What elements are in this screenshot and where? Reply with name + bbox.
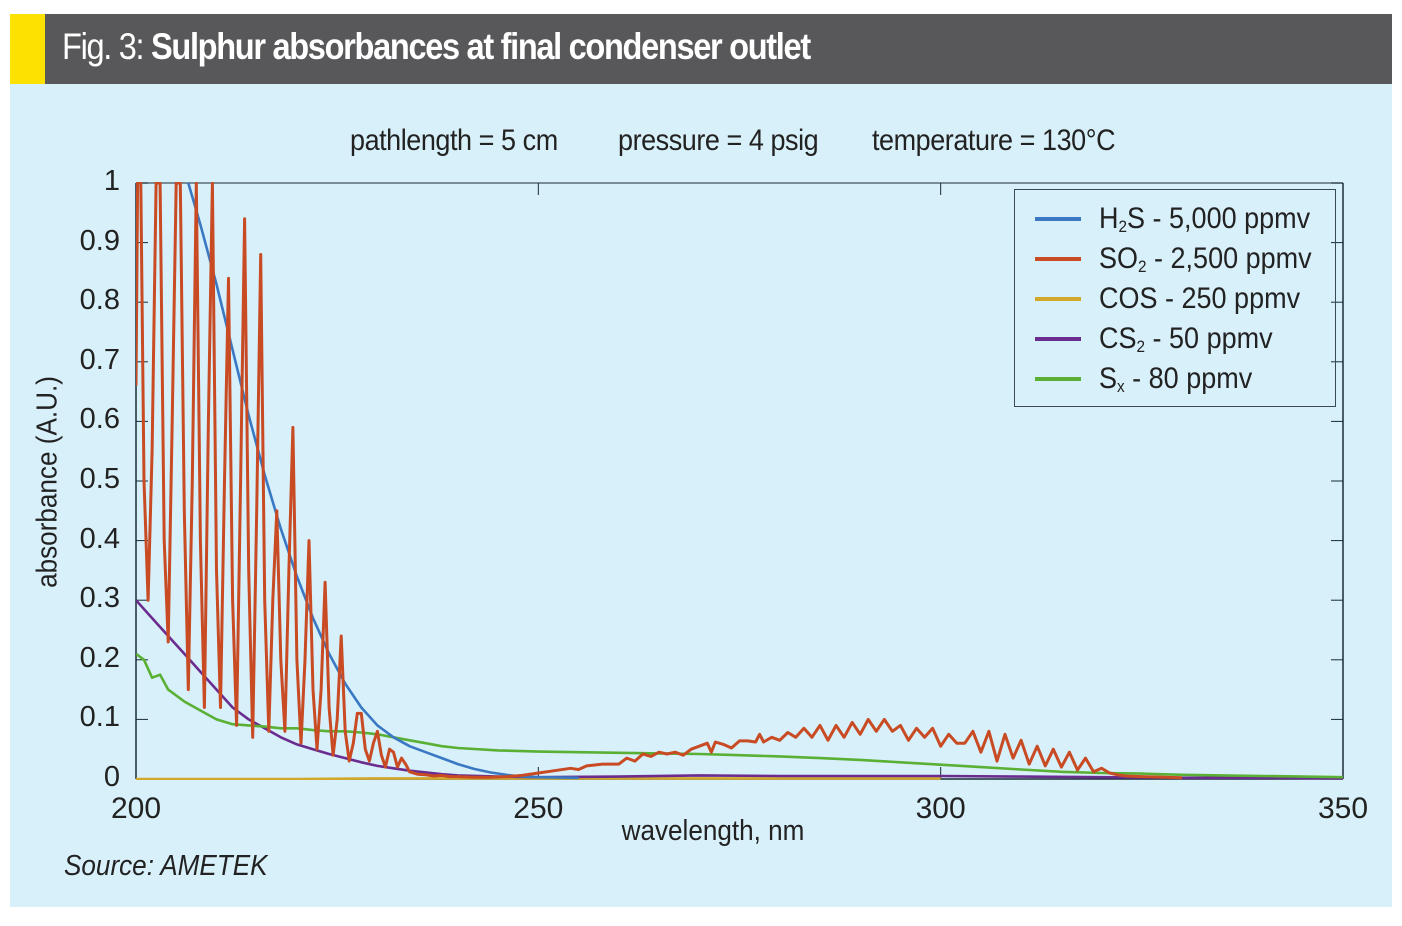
- y-tick-label: 0.1: [79, 701, 120, 734]
- legend-label-main: H: [1099, 201, 1119, 235]
- x-tick-label: 300: [915, 792, 966, 825]
- x-tick-label: 200: [110, 792, 162, 825]
- y-tick-label: 0.5: [79, 463, 120, 495]
- chart-legend: H2S - 5,000 ppmv SO2 - 2,500 ppmv COS - 25…: [1014, 189, 1336, 407]
- y-tick-label: 0.6: [79, 403, 120, 436]
- legend-swatch: [1035, 377, 1081, 381]
- legend-label-rest: S - 5,000 ppmv: [1127, 201, 1311, 235]
- legend-label-rest: - 50 ppmv: [1145, 321, 1273, 355]
- figure-title: Fig. 3: Sulphur absorbances at final con…: [62, 26, 811, 68]
- series-line-so2: [136, 182, 1183, 780]
- series-line-sx: [136, 652, 1343, 779]
- legend-swatch: [1035, 217, 1081, 221]
- y-tick-label: 0.7: [79, 343, 120, 376]
- legend-label-rest: - 80 ppmv: [1124, 361, 1253, 395]
- legend-label-main: COS - 250 ppmv: [1099, 282, 1301, 315]
- legend-label-subscript: 2: [1118, 216, 1128, 236]
- legend-label: COS - 250 ppmv: [1099, 282, 1300, 316]
- legend-label: CS2 - 50 ppmv: [1099, 322, 1273, 357]
- series-line-cos: [136, 777, 941, 780]
- legend-label-subscript: x: [1117, 376, 1125, 396]
- legend-item: COS - 250 ppmv: [1035, 279, 1322, 319]
- y-axis-label: absorbance (A.U.): [31, 376, 64, 588]
- y-tick-label: 1: [103, 165, 120, 197]
- legend-label-subscript: 2: [1138, 256, 1147, 276]
- y-tick-label: 0: [103, 761, 120, 793]
- x-axis-label: wavelength, nm: [621, 815, 805, 847]
- condition-pathlength: pathlength = 5 cm: [350, 124, 558, 157]
- figure-header: Fig. 3: Sulphur absorbances at final con…: [10, 14, 1392, 84]
- legend-label-main: S: [1099, 361, 1118, 395]
- legend-item: SO2 - 2,500 ppmv: [1035, 239, 1335, 279]
- legend-label-subscript: 2: [1136, 336, 1146, 356]
- header-accent-bar: [10, 14, 45, 84]
- legend-swatch: [1035, 257, 1081, 261]
- legend-label: SO2 - 2,500 ppmv: [1099, 242, 1312, 277]
- y-tick-label: 0.9: [79, 224, 120, 257]
- y-tick-label: 0.4: [79, 522, 120, 555]
- legend-item: Sx - 80 ppmv: [1035, 359, 1269, 399]
- legend-swatch: [1035, 337, 1081, 341]
- source-note: Source: AMETEK: [64, 850, 268, 882]
- y-tick-label: 0.3: [79, 582, 120, 615]
- legend-label-main: CS: [1099, 321, 1137, 355]
- legend-label-rest: - 2,500 ppmv: [1146, 241, 1312, 275]
- x-tick-label: 250: [513, 792, 564, 825]
- legend-label: H2S - 5,000 ppmv: [1099, 202, 1310, 237]
- legend-label-main: SO: [1099, 241, 1139, 275]
- legend-swatch: [1035, 297, 1081, 301]
- y-tick-label: 0.2: [79, 641, 120, 674]
- legend-item: CS2 - 50 ppmv: [1035, 319, 1292, 359]
- legend-label: Sx - 80 ppmv: [1099, 362, 1252, 397]
- condition-temperature: temperature = 130°C: [872, 124, 1116, 157]
- figure-title-text: Sulphur absorbances at final condenser o…: [150, 26, 811, 67]
- y-tick-label: 0.8: [79, 284, 120, 317]
- condition-pressure: pressure = 4 psig: [618, 124, 819, 157]
- legend-item: H2S - 5,000 ppmv: [1035, 199, 1334, 239]
- figure-number: Fig. 3:: [62, 26, 145, 67]
- x-tick-label: 350: [1317, 792, 1369, 825]
